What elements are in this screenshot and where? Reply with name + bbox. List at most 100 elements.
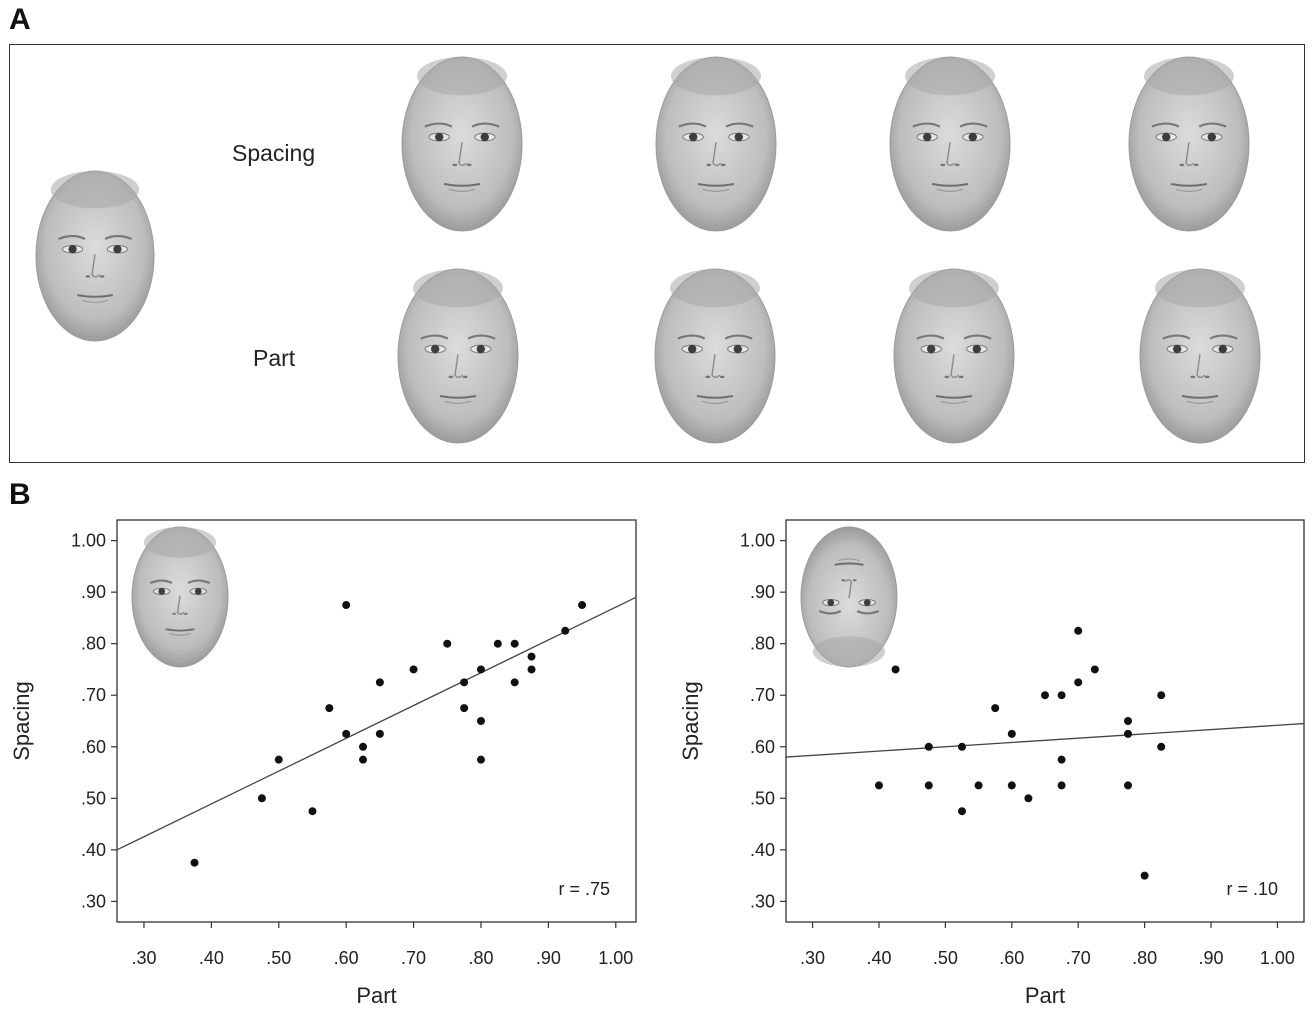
data-point	[527, 652, 536, 661]
panel-b-label: B	[9, 478, 31, 511]
y-tick-label: .70	[750, 685, 775, 705]
y-tick-label: .90	[81, 582, 106, 602]
data-point	[1124, 717, 1133, 725]
data-point	[957, 807, 966, 816]
data-point	[974, 781, 983, 790]
data-point	[375, 729, 384, 738]
row-label-part: Part	[253, 345, 296, 371]
y-tick-label: .30	[81, 891, 106, 911]
y-tick-label: .40	[81, 840, 106, 860]
y-tick-label: .30	[750, 891, 775, 911]
data-point	[443, 639, 452, 648]
spacing-face-image-1	[401, 56, 523, 232]
data-point	[874, 781, 883, 790]
data-point	[375, 678, 384, 687]
spacing-face-image-3	[889, 56, 1011, 232]
data-point	[561, 626, 570, 635]
data-point	[342, 601, 351, 610]
y-tick-label: .80	[81, 634, 106, 654]
data-point	[359, 742, 368, 751]
data-point	[924, 742, 933, 751]
row-label-spacing: Spacing	[232, 140, 316, 166]
panel-a-label: A	[9, 3, 31, 36]
upright-face-inset-image	[131, 526, 229, 668]
y-tick-label: .80	[750, 634, 775, 654]
part-face-image-1	[397, 268, 519, 444]
data-point	[460, 704, 469, 713]
x-tick-label: .60	[334, 948, 359, 968]
data-point	[1057, 781, 1066, 790]
data-point	[1157, 691, 1166, 700]
data-point	[1124, 729, 1133, 738]
y-tick-label: .60	[750, 737, 775, 757]
part-face-image-2	[654, 268, 776, 444]
plot-frame	[116, 519, 637, 923]
x-tick-label: .40	[866, 948, 891, 968]
y-tick-label: .60	[81, 737, 106, 757]
x-tick-label: .40	[199, 948, 224, 968]
data-point	[957, 742, 966, 751]
data-point	[1057, 755, 1066, 764]
data-point	[476, 717, 485, 725]
y-axis-title: Spacing	[678, 681, 703, 761]
data-point	[527, 665, 536, 674]
x-axis-title: Part	[1025, 983, 1065, 1008]
data-point	[1041, 691, 1049, 700]
y-tick-label: 1.00	[71, 531, 106, 551]
data-point	[359, 755, 368, 764]
data-point	[342, 729, 351, 738]
data-point	[891, 665, 900, 674]
data-point	[991, 704, 1000, 713]
data-point	[493, 639, 502, 648]
plot-frame	[785, 519, 1305, 923]
regression-line	[116, 596, 637, 851]
data-point	[1157, 742, 1166, 751]
data-point	[1024, 794, 1033, 803]
x-tick-label: .30	[800, 948, 825, 968]
x-axis-title: Part	[356, 983, 396, 1008]
data-point	[510, 678, 519, 687]
y-tick-label: .50	[750, 788, 775, 808]
data-point	[409, 665, 418, 674]
data-point	[1074, 678, 1083, 687]
x-tick-label: 1.00	[1260, 948, 1295, 968]
data-point	[274, 755, 283, 764]
data-point	[460, 678, 469, 687]
inverted-face-inset-image	[800, 526, 898, 668]
x-tick-label: .80	[1132, 948, 1157, 968]
data-point	[257, 794, 266, 803]
correlation-annotation: r = .10	[1226, 879, 1278, 899]
data-point	[476, 755, 485, 764]
x-tick-label: .80	[468, 948, 493, 968]
scatter-chart-inverted: .30 .40 .50 .60 .70 .80 .90 1.00 .30 .40 .50 .60 .70…	[678, 519, 1305, 1008]
scatter-chart-upright: .30 .40 .50 .60 .70 .80 .90 1.00 .30 .40 .50 .60 .70…	[9, 519, 637, 1008]
data-point	[1057, 691, 1066, 700]
original-face-image	[35, 170, 155, 342]
data-point	[578, 601, 587, 610]
data-point	[1007, 729, 1016, 738]
data-point	[476, 665, 485, 674]
x-tick-label: .60	[999, 948, 1024, 968]
x-tick-label: .50	[266, 948, 291, 968]
data-point	[1140, 871, 1149, 880]
data-point	[1007, 781, 1016, 790]
data-point	[190, 858, 199, 867]
x-tick-label: .70	[401, 948, 426, 968]
x-tick-label: 1.00	[598, 948, 633, 968]
part-face-image-3	[893, 268, 1015, 444]
y-tick-label: 1.00	[740, 531, 775, 551]
data-point	[1090, 665, 1099, 674]
y-tick-label: .70	[81, 685, 106, 705]
x-tick-label: .90	[536, 948, 561, 968]
x-tick-label: .70	[1066, 948, 1091, 968]
y-tick-label: .40	[750, 840, 775, 860]
data-point	[1124, 781, 1133, 790]
data-point	[924, 781, 933, 790]
x-tick-label: .30	[131, 948, 156, 968]
part-face-image-4	[1139, 268, 1261, 444]
panel-a-frame	[9, 44, 1305, 463]
correlation-annotation: r = .75	[558, 879, 610, 899]
spacing-face-image-4	[1128, 56, 1250, 232]
data-point	[1074, 626, 1083, 635]
